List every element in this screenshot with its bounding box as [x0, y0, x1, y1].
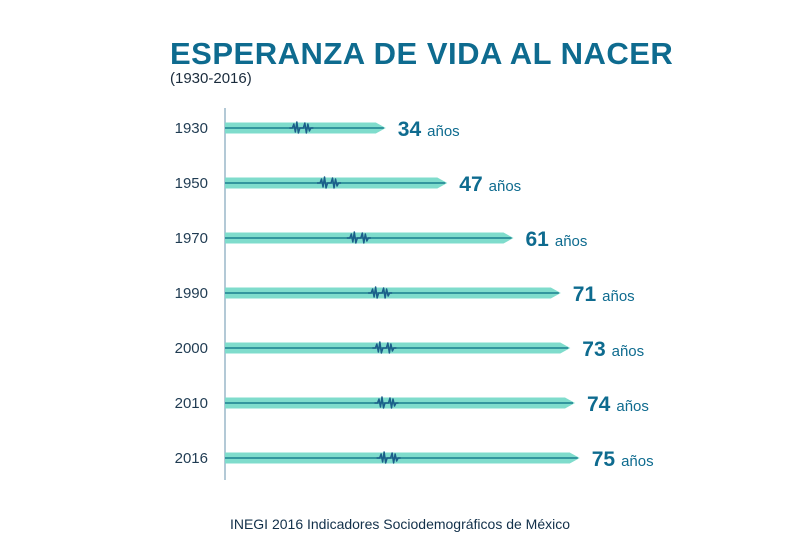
value-label-1970: 61 años: [526, 228, 588, 251]
value-unit: años: [621, 453, 654, 470]
value-unit: años: [612, 343, 645, 360]
tick-label-1970: 1970: [175, 230, 208, 247]
chart-subtitle: (1930-2016): [170, 70, 252, 87]
value-number: 71: [573, 283, 597, 306]
value-labels-group: 34 años 47 años 61 años 71 años 73 años 74 años 75 añ…: [398, 118, 654, 471]
value-number: 61: [526, 228, 550, 251]
value-label-1990: 71 años: [573, 283, 635, 306]
pulse-icon: [317, 176, 342, 189]
pulse-icon: [289, 121, 314, 134]
pulse-icon: [368, 286, 393, 299]
tick-label-1990: 1990: [175, 285, 208, 302]
value-unit: años: [489, 178, 522, 195]
bars-group: [225, 121, 580, 464]
tick-label-1930: 1930: [175, 120, 208, 137]
pulse-icon: [376, 451, 401, 464]
value-label-2016: 75 años: [592, 448, 654, 471]
chart-title: ESPERANZA DE VIDA AL NACER: [170, 36, 674, 71]
tick-labels-group: 1930 1950 1970 1990 2000 2010 2016: [175, 120, 208, 467]
value-number: 75: [592, 448, 616, 471]
value-label-2000: 73 años: [582, 338, 644, 361]
value-unit: años: [616, 398, 649, 415]
tick-label-2010: 2010: [175, 395, 208, 412]
value-unit: años: [555, 233, 588, 250]
value-number: 73: [582, 338, 605, 361]
value-unit: años: [427, 123, 460, 140]
tick-label-2000: 2000: [175, 340, 208, 357]
pulse-icon: [374, 396, 399, 409]
tick-label-1950: 1950: [175, 175, 208, 192]
value-number: 47: [459, 173, 482, 196]
tick-label-2016: 2016: [175, 450, 208, 467]
value-number: 74: [587, 393, 611, 416]
pulse-icon: [346, 231, 371, 244]
value-number: 34: [398, 118, 422, 141]
value-label-2010: 74 años: [587, 393, 649, 416]
value-unit: años: [602, 288, 635, 305]
pulse-icon: [372, 341, 397, 354]
value-label-1950: 47 años: [459, 173, 521, 196]
value-label-1930: 34 años: [398, 118, 460, 141]
source-note: INEGI 2016 Indicadores Sociodemográficos…: [229, 516, 571, 532]
